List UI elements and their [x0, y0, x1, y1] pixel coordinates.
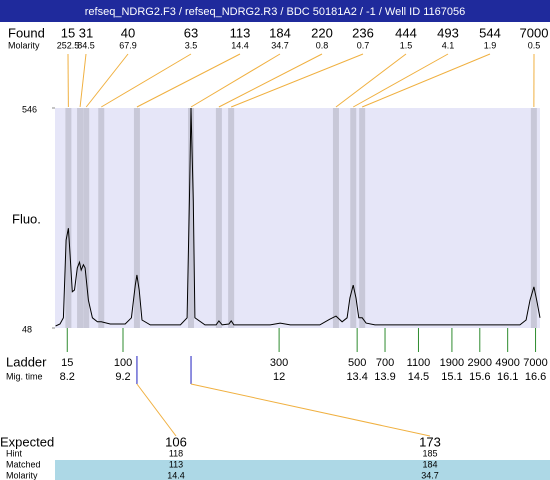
peak-band [133, 108, 140, 328]
peak-band [359, 108, 366, 328]
found-molarity: 3.5 [185, 40, 198, 50]
found-molarity: 34.7 [271, 40, 289, 50]
ladder-label: Ladder [6, 354, 47, 369]
found-molarity: 14.4 [231, 40, 249, 50]
ladder-time: 16.1 [497, 371, 518, 383]
ladder-time: 8.2 [60, 371, 75, 383]
ladder-size: 1900 [440, 357, 464, 369]
peak-connector [335, 53, 407, 108]
title-bar [0, 0, 550, 22]
peak-band [77, 108, 84, 328]
ladder-time: 12 [273, 371, 285, 383]
ladder-time: 15.6 [469, 371, 490, 383]
found-size: 493 [437, 25, 459, 40]
expected-row-label: Matched [6, 459, 41, 469]
ladder-size: 300 [270, 357, 288, 369]
expected-molarity: 14.4 [167, 470, 185, 480]
match-connector [136, 383, 177, 437]
peak-band [350, 108, 357, 328]
mig-time-label: Mig. time [6, 371, 43, 381]
found-molarity: 67.9 [119, 40, 137, 50]
found-molarity: 1.5 [400, 40, 413, 50]
peak-connector [79, 53, 87, 108]
expected-expected: 173 [419, 434, 441, 449]
peak-connector [136, 53, 241, 108]
peak-band [188, 108, 195, 328]
expected-row-label: Hint [6, 448, 23, 458]
ladder-size: 4900 [495, 357, 519, 369]
peak-band [98, 108, 105, 328]
peak-band [530, 108, 537, 328]
expected-row-label: Molarity [6, 470, 38, 480]
expected-row-label: Expected [0, 434, 54, 449]
peak-connector [85, 53, 129, 108]
peak-band [65, 108, 72, 328]
found-molarity: 252.5 [57, 40, 80, 50]
peak-band [215, 108, 222, 328]
found-size: 40 [121, 25, 135, 40]
expected-molarity: 34.7 [421, 470, 439, 480]
found-molarity-label: Molarity [8, 40, 40, 50]
ladder-time: 16.6 [525, 371, 546, 383]
found-molarity: 4.1 [442, 40, 455, 50]
expected-hint: 185 [422, 448, 437, 458]
peak-band [228, 108, 235, 328]
ladder-size: 7000 [523, 357, 547, 369]
expected-matched: 184 [422, 459, 437, 469]
found-size: 15 [61, 25, 75, 40]
found-size: 113 [230, 25, 251, 40]
peak-connector [218, 53, 323, 108]
peak-connector [190, 53, 281, 108]
peak-connector [353, 53, 449, 108]
ladder-time: 9.2 [115, 371, 130, 383]
expected-expected: 106 [165, 434, 187, 449]
ladder-size: 1100 [407, 357, 431, 369]
peak-connector [230, 53, 364, 108]
y-tick-label: 48 [22, 324, 32, 334]
found-size: 184 [269, 25, 291, 40]
found-molarity: 0.5 [528, 40, 541, 50]
found-label: Found [8, 25, 45, 40]
ladder-size: 100 [114, 357, 132, 369]
found-molarity: 1.9 [484, 40, 497, 50]
y-axis-label: Fluo. [12, 211, 41, 226]
ladder-time: 13.9 [374, 371, 395, 383]
matched-highlight [55, 460, 550, 480]
ladder-time: 14.5 [408, 371, 429, 383]
match-connector [190, 383, 431, 437]
found-size: 544 [479, 25, 501, 40]
found-molarity: 0.7 [357, 40, 370, 50]
plot-area [55, 108, 540, 328]
found-molarity: 0.8 [316, 40, 329, 50]
ladder-size: 700 [376, 357, 394, 369]
found-size: 220 [311, 25, 333, 40]
expected-hint: 118 [169, 448, 183, 458]
peak-connector [361, 53, 491, 108]
found-size: 444 [395, 25, 417, 40]
expected-matched: 113 [169, 459, 183, 469]
found-molarity: 84.5 [77, 40, 95, 50]
ladder-size: 2900 [468, 357, 492, 369]
peak-band [332, 108, 339, 328]
found-size: 7000 [520, 25, 549, 40]
ladder-time: 13.4 [346, 371, 367, 383]
ladder-size: 15 [61, 357, 73, 369]
ladder-size: 500 [348, 357, 366, 369]
peak-band [83, 108, 90, 328]
y-tick-label: 546 [22, 104, 37, 114]
title: refseq_NDRG2.F3 / refseq_NDRG2.R3 / BDC … [85, 6, 466, 18]
found-size: 236 [352, 25, 374, 40]
trace-line [55, 107, 541, 327]
found-size: 31 [79, 25, 93, 40]
found-size: 63 [184, 25, 198, 40]
peak-connector [101, 53, 192, 108]
ladder-time: 15.1 [441, 371, 462, 383]
